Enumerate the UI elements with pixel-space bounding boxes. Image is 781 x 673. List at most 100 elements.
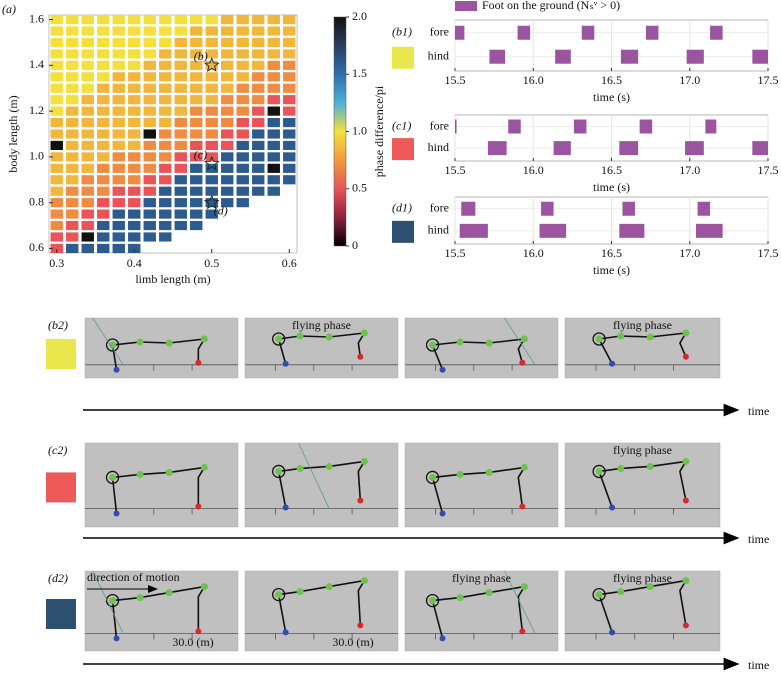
robot-fore-leg xyxy=(679,332,687,358)
heat-cell xyxy=(283,72,296,82)
contact-bar xyxy=(622,201,635,216)
trace-line xyxy=(504,570,536,634)
heat-cell xyxy=(190,95,203,105)
hind-foot xyxy=(439,635,446,642)
heat-cell xyxy=(252,15,265,25)
heat-cell xyxy=(97,37,110,48)
heat-cell xyxy=(252,49,265,59)
robot-joint xyxy=(136,470,144,478)
colorbar-tick-label: 0 xyxy=(352,238,358,252)
heat-cell xyxy=(267,117,280,128)
heat-cell xyxy=(159,49,172,59)
heat-cell xyxy=(236,117,249,128)
heat-cell xyxy=(267,140,280,151)
heat-cell xyxy=(190,72,203,82)
heat-cell xyxy=(97,60,110,70)
heat-cell xyxy=(97,186,110,196)
heat-cell xyxy=(97,83,110,93)
heat-cell xyxy=(283,163,296,173)
heat-cell xyxy=(236,49,249,59)
snapshot-frame xyxy=(84,442,239,528)
heat-cell xyxy=(283,175,296,185)
heat-cell xyxy=(221,129,234,139)
heat-cell xyxy=(252,186,265,196)
heat-cell xyxy=(267,60,280,70)
heat-cell xyxy=(81,140,94,151)
hind-foot xyxy=(282,360,289,367)
heat-cell xyxy=(174,83,187,93)
heat-cell xyxy=(128,117,141,128)
heat-cell xyxy=(190,60,203,70)
hind-foot xyxy=(609,504,616,511)
y-tick-label: 0.8 xyxy=(29,194,44,208)
heat-cell xyxy=(190,175,203,185)
caption: flying phase xyxy=(292,318,351,332)
heat-cell xyxy=(128,129,141,139)
robot-joint xyxy=(200,583,208,591)
heat-cell xyxy=(97,15,110,25)
heat-cell xyxy=(97,26,110,36)
robot-body xyxy=(112,585,205,602)
hind-foot xyxy=(113,366,120,373)
legend-label: Foot on the ground (Nₛᵛ > 0) xyxy=(482,0,620,12)
contact-bar xyxy=(517,25,531,40)
panel-label: (c1) xyxy=(392,118,411,132)
heat-cell xyxy=(283,117,296,128)
heat-cell xyxy=(267,26,280,36)
heat-cell xyxy=(66,220,79,231)
heat-cell xyxy=(190,106,203,116)
heat-cell xyxy=(81,220,94,231)
heat-cell xyxy=(221,26,234,36)
heat-cell xyxy=(221,186,234,196)
heat-cell xyxy=(159,26,172,36)
heat-cell xyxy=(66,186,79,196)
contact-bar xyxy=(489,49,506,64)
heat-cell xyxy=(190,198,203,208)
fore-foot xyxy=(682,353,689,360)
color-swatch xyxy=(392,220,414,243)
robot-fore-leg xyxy=(197,467,206,507)
robot-hind-leg xyxy=(277,338,287,365)
fore-foot xyxy=(195,628,202,635)
robot-hind-leg xyxy=(598,594,613,633)
heat-cell xyxy=(174,209,187,219)
heat-cell xyxy=(81,129,94,139)
heat-cell xyxy=(205,72,218,82)
robot-joint xyxy=(200,463,208,471)
heat-cell xyxy=(252,26,265,36)
heat-cell xyxy=(221,163,234,173)
x-tick-label: 16.0 xyxy=(523,246,544,260)
robot-joint xyxy=(520,335,528,343)
robot-fore-leg xyxy=(679,461,687,501)
hind-foot xyxy=(439,366,446,373)
time-label: time xyxy=(748,404,769,418)
heat-cell xyxy=(221,140,234,151)
colorbar-tick-label: 0.5 xyxy=(352,181,367,195)
robot-joint xyxy=(360,457,368,465)
y-tick-label: 1.4 xyxy=(29,57,44,71)
distance-label: 30.0 (m) xyxy=(332,635,373,649)
x-axis-label: time (s) xyxy=(593,90,630,104)
robot-joint xyxy=(646,583,654,591)
heat-cell xyxy=(97,232,110,242)
robot-joint xyxy=(456,594,464,602)
robot-hip xyxy=(425,593,440,608)
heat-cell xyxy=(221,117,234,128)
contact-bar xyxy=(555,49,571,64)
robot-hip xyxy=(105,338,120,352)
heat-cell xyxy=(159,232,172,242)
heat-cell xyxy=(205,106,218,116)
trace-line xyxy=(298,442,330,509)
snapshot-frame xyxy=(564,442,721,528)
heat-cell xyxy=(97,72,110,82)
heat-cell xyxy=(283,129,296,139)
robot-joint xyxy=(165,589,173,597)
robot-joint xyxy=(595,591,603,599)
robot-joint xyxy=(109,473,117,481)
heat-cell xyxy=(267,152,280,162)
x-tick-label: 0.6 xyxy=(282,256,297,270)
robot-fore-leg xyxy=(357,461,366,501)
heat-cell xyxy=(252,140,265,151)
heat-cell xyxy=(66,232,79,242)
heat-cell xyxy=(236,37,249,48)
